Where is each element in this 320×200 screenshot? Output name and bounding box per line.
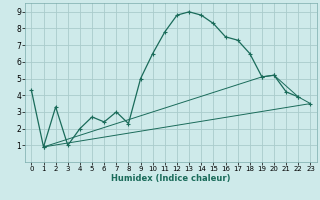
X-axis label: Humidex (Indice chaleur): Humidex (Indice chaleur)	[111, 174, 231, 183]
